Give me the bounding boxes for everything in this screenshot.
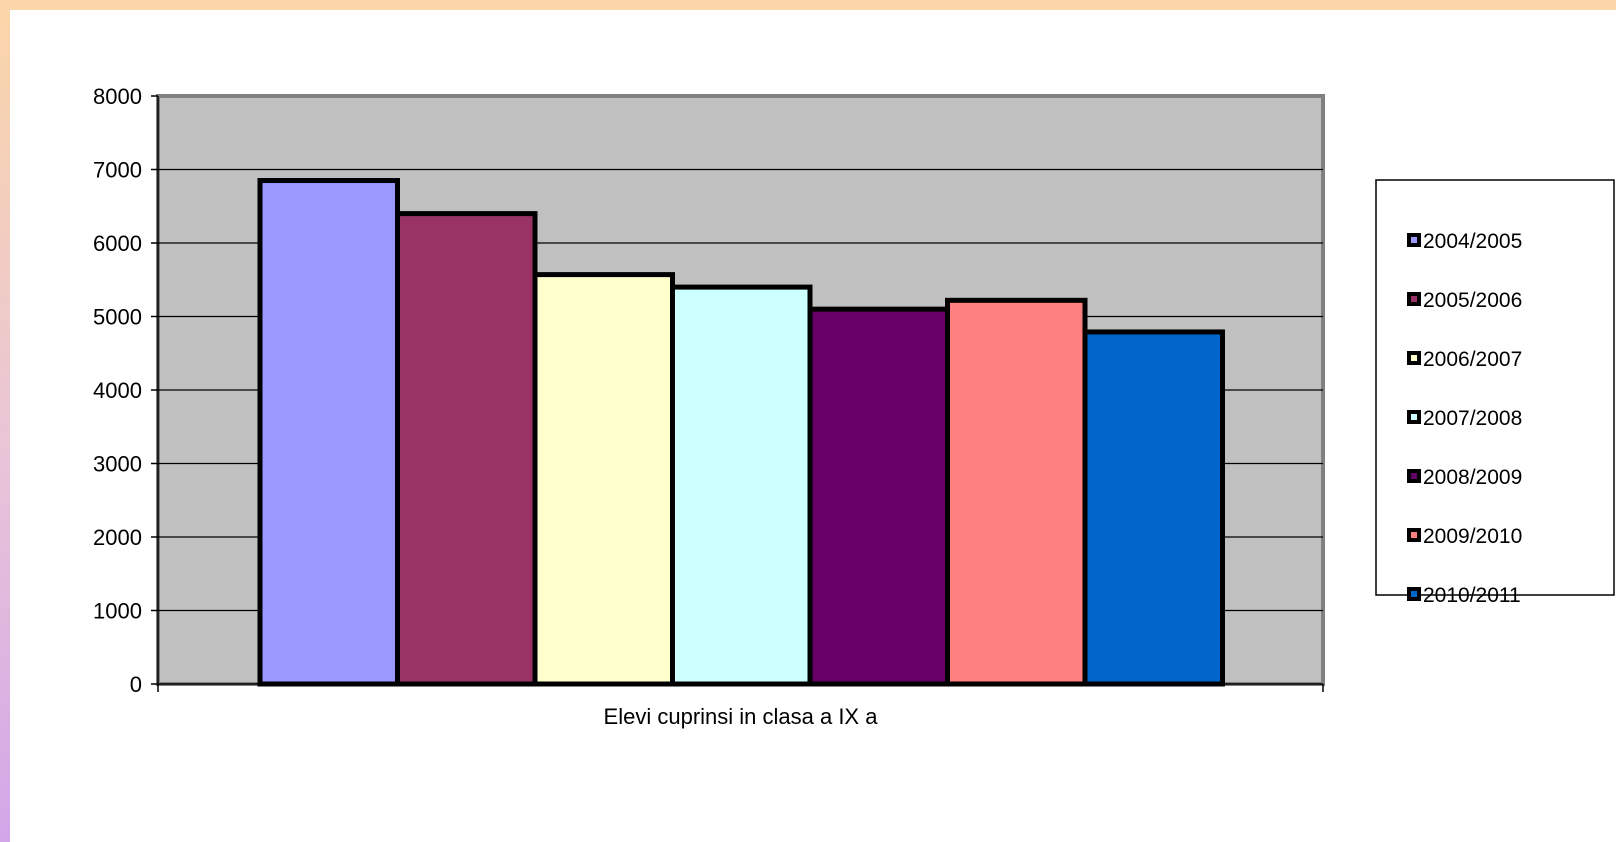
y-tick-label: 1000 <box>93 599 142 624</box>
bar-2004-2005 <box>257 178 400 687</box>
legend-swatch-fill <box>1411 591 1417 597</box>
bar-2005-2006 <box>395 211 538 687</box>
axes <box>151 95 1324 692</box>
bar-2010-2011 <box>1082 329 1225 687</box>
legend-swatch-fill <box>1411 532 1417 538</box>
legend-swatch-fill <box>1411 355 1417 361</box>
bar-chart: 0 1000 2000 3000 4000 5000 6000 7000 8000 Elevi … <box>93 84 1615 729</box>
chart-frame: 0 1000 2000 3000 4000 5000 6000 7000 8000 Elevi … <box>10 10 1616 842</box>
legend-label: 2008/2009 <box>1423 466 1522 489</box>
x-axis-label: Elevi cuprinsi in clasa a IX a <box>604 704 879 729</box>
y-tick-label: 0 <box>130 672 142 697</box>
legend-label: 2004/2005 <box>1423 230 1522 253</box>
legend-label: 2006/2007 <box>1423 348 1522 371</box>
legend-label: 2010/2011 <box>1423 584 1521 607</box>
y-tick-labels: 0 1000 2000 3000 4000 5000 6000 7000 8000 <box>93 84 142 697</box>
legend-label: 2007/2008 <box>1423 407 1522 430</box>
legend-swatch-fill <box>1411 473 1417 479</box>
bar-2006-2007 <box>532 272 675 687</box>
legend-label: 2005/2006 <box>1423 289 1522 312</box>
bar-2007-2008 <box>670 284 813 687</box>
legend-swatch-fill <box>1411 237 1417 243</box>
y-tick-label: 3000 <box>93 452 142 477</box>
bars <box>257 178 1225 687</box>
bar-2009-2010 <box>945 297 1088 687</box>
y-tick-label: 7000 <box>93 158 142 183</box>
y-tick-label: 6000 <box>93 231 142 256</box>
legend-box <box>1375 179 1615 596</box>
legend: 2004/2005 2005/2006 2006/2007 2007/2008 2008… <box>1375 179 1615 607</box>
legend-swatch-fill <box>1411 414 1417 420</box>
y-tick-label: 4000 <box>93 378 142 403</box>
y-tick-label: 5000 <box>93 305 142 330</box>
legend-label: 2009/2010 <box>1423 525 1522 548</box>
bar-2008-2009 <box>807 306 950 687</box>
y-tick-label: 8000 <box>93 84 142 109</box>
y-tick-label: 2000 <box>93 525 142 550</box>
legend-swatch-fill <box>1411 296 1417 302</box>
